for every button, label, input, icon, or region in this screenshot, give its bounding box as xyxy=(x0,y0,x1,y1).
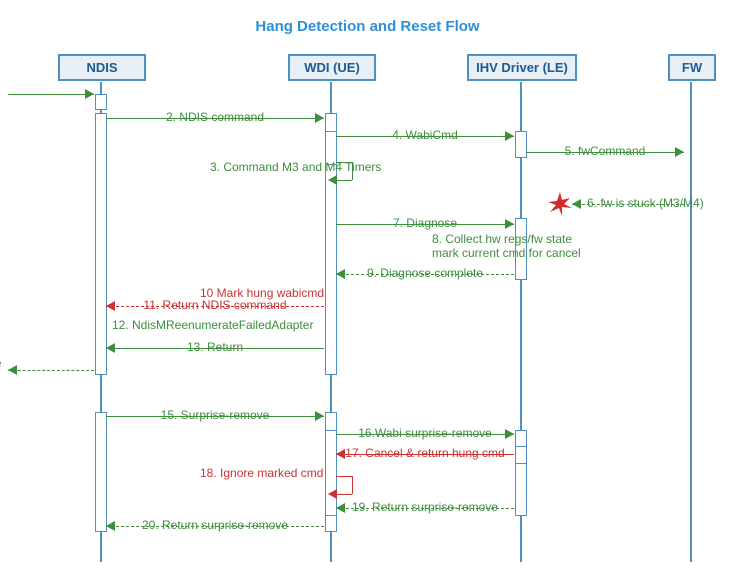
arrow-head-6 xyxy=(572,199,581,209)
message-16: 16.Wabi surprise-remove xyxy=(336,426,514,440)
message-12: 12. NdisMReenumerateFailedAdapter xyxy=(112,318,313,332)
message-17: 17. Cancel & return hung cmd xyxy=(336,446,514,460)
arrow-head-15 xyxy=(315,411,324,421)
message-13: 13. Return xyxy=(106,340,324,354)
arrow-head-17 xyxy=(336,449,345,459)
arrow-15 xyxy=(106,416,324,417)
arrow-6 xyxy=(572,204,684,205)
arrow-14 xyxy=(8,370,94,371)
message-20: 20. Return surprise-remove xyxy=(106,518,324,532)
activation-box xyxy=(95,412,107,532)
arrow-head-2 xyxy=(315,113,324,123)
activation-box xyxy=(515,446,527,464)
arrow-head-19 xyxy=(336,503,345,513)
arrow-head-9 xyxy=(336,269,345,279)
arrow-9 xyxy=(336,274,514,275)
activation-box xyxy=(515,430,527,516)
message-15: 15. Surprise-remove xyxy=(106,408,324,422)
arrow-head-4 xyxy=(505,131,514,141)
lane-header-ndis: NDIS xyxy=(58,54,146,81)
message-18: 18. Ignore marked cmd xyxy=(200,466,323,480)
arrow-head-1 xyxy=(85,89,94,99)
arrow-7 xyxy=(336,224,514,225)
arrow-head-14 xyxy=(8,365,17,375)
message-8: 8. Collect hw regs/fw state mark current… xyxy=(432,232,581,260)
arrow-1 xyxy=(8,94,94,95)
arrow-head-7 xyxy=(505,219,514,229)
lane-header-fw: FW xyxy=(668,54,716,81)
message-5: 5. fwCommand xyxy=(526,144,684,158)
arrow-17 xyxy=(336,454,514,455)
message-4: 4. WabiCmd xyxy=(336,128,514,142)
message-11: 11. Return NDIS command xyxy=(106,298,324,312)
message-7: 7. Diagnose xyxy=(336,216,514,230)
lane-header-wdi: WDI (UE) xyxy=(288,54,376,81)
arrow-20 xyxy=(106,526,324,527)
arrow-2 xyxy=(106,118,324,119)
message-9: 9. Diagnose complete xyxy=(336,266,514,280)
diagram-title: Hang Detection and Reset Flow xyxy=(0,18,735,35)
message-2: 2. NDIS command xyxy=(106,110,324,124)
arrow-head-5 xyxy=(675,147,684,157)
arrow-4 xyxy=(336,136,514,137)
message-19: 19. Return surprise-remove xyxy=(336,500,514,514)
activation-box xyxy=(95,94,107,110)
arrow-11 xyxy=(106,306,324,307)
arrow-head-13 xyxy=(106,343,115,353)
message-6: 6. fw is stuck (M3/M4) xyxy=(587,196,704,210)
message-14: 14. Complete Irp xyxy=(0,356,1,384)
sequence-diagram: Hang Detection and Reset Flow NDIS WDI (U… xyxy=(0,0,735,569)
arrow-16 xyxy=(336,434,514,435)
arrow-head-11 xyxy=(106,301,115,311)
message-3: 3. Command M3 and M4 Timers xyxy=(210,160,381,174)
arrow-5 xyxy=(526,152,684,153)
arrow-head-16 xyxy=(505,429,514,439)
activation-box xyxy=(95,113,107,375)
crash-star-icon xyxy=(548,192,572,216)
arrow-13 xyxy=(106,348,324,349)
lifeline-fw xyxy=(690,82,692,562)
arrow-19 xyxy=(336,508,514,509)
arrow-head-20 xyxy=(106,521,115,531)
lane-header-ihv: IHV Driver (LE) xyxy=(467,54,577,81)
